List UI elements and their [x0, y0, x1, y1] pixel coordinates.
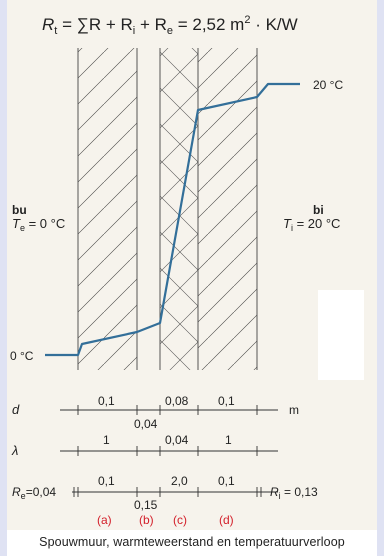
lambda-a: 1: [103, 433, 110, 447]
lambda-c: 0,04: [165, 433, 189, 447]
lambda-d: 1: [225, 433, 232, 447]
layer-label-b: (b): [139, 513, 154, 527]
layer-a-outer-leaf: [77, 48, 138, 370]
outside-label: bu: [12, 203, 27, 217]
inside-temp: Ti = 20 °C: [283, 216, 340, 233]
temperature-profile-line: [45, 82, 300, 357]
layer-c-insulation: [160, 48, 199, 370]
white-patch: [318, 290, 364, 380]
inside-label: bi: [313, 203, 324, 217]
resistance-row: [72, 487, 278, 497]
thickness-b: 0,04: [134, 417, 158, 431]
outside-line-temp-label: 0 °C: [10, 349, 34, 363]
resistance-inside: Ri = 0,13: [270, 485, 318, 501]
thickness-symbol: d: [12, 402, 20, 417]
layer-label-c: (c): [173, 513, 187, 527]
resistance-b: 0,15: [134, 498, 158, 512]
thickness-c: 0,08: [165, 394, 189, 408]
layer-label-d: (d): [219, 513, 234, 527]
outside-temp: Te = 0 °C: [12, 216, 65, 233]
thickness-d: 0,1: [218, 394, 235, 408]
resistance-c: 2,0: [171, 474, 188, 488]
resistance-outside: Re=0,04: [12, 485, 56, 501]
thickness-a: 0,1: [98, 394, 115, 408]
layer-d-inner-leaf: [198, 48, 258, 370]
resistance-a: 0,1: [98, 474, 115, 488]
caption-bar: [7, 530, 377, 556]
formula: Rt = ∑R + Ri + Re = 2,52 m2 · K/W: [42, 14, 298, 37]
figure-caption: Spouwmuur, warmteweerstand en temperatuu…: [39, 535, 345, 549]
thickness-row: [60, 405, 278, 415]
thickness-unit: m: [289, 403, 299, 417]
layer-label-a: (a): [97, 513, 112, 527]
lambda-row: [60, 446, 278, 456]
inside-line-temp-label: 20 °C: [313, 78, 343, 92]
lambda-symbol: λ: [11, 443, 18, 458]
resistance-d: 0,1: [218, 474, 235, 488]
